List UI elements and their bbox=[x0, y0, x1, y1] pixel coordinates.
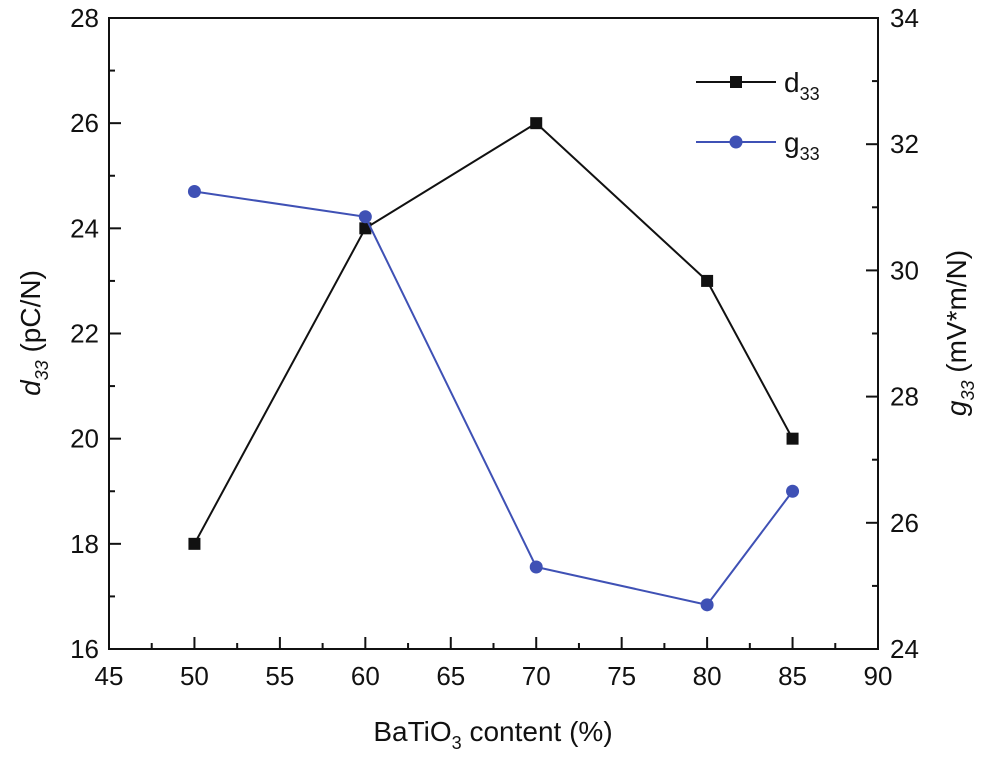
x-axis-title: BaTiO3 content (%) bbox=[373, 716, 612, 753]
y-right-tick-label: 24 bbox=[890, 634, 919, 664]
y-left-tick-label: 20 bbox=[70, 424, 99, 454]
y-axis-left-title: d33 (pC/N) bbox=[15, 270, 52, 396]
y-right-tick-label: 30 bbox=[890, 255, 919, 285]
x-tick-label: 80 bbox=[693, 661, 722, 691]
data-point-g33 bbox=[358, 210, 372, 224]
y-right-tick-label: 34 bbox=[890, 3, 919, 33]
data-point-g33 bbox=[187, 185, 201, 199]
legend-label-g33: g33 bbox=[784, 127, 820, 164]
y-left-tick-label: 18 bbox=[70, 529, 99, 559]
ticks-layer: 45 50 55 60 65 70 75 80 85 90 16 18 20 22 24 26 28 24 26 28… bbox=[70, 3, 919, 691]
y-axis-right-title: g33 (mV*m/N) bbox=[941, 250, 978, 416]
data-point-g33 bbox=[700, 598, 714, 612]
x-tick-label: 50 bbox=[180, 661, 209, 691]
y-left-tick-label: 26 bbox=[70, 108, 99, 138]
y-right-tick-label: 28 bbox=[890, 382, 919, 412]
data-point-d33 bbox=[701, 274, 714, 287]
x-tick-label: 65 bbox=[436, 661, 465, 691]
data-point-d33 bbox=[188, 537, 201, 550]
x-tick-label: 75 bbox=[607, 661, 636, 691]
legend-marker-d33 bbox=[730, 76, 742, 88]
data-point-d33 bbox=[786, 432, 799, 445]
y-right-tick-label: 32 bbox=[890, 129, 919, 159]
y-left-tick-label: 16 bbox=[70, 634, 99, 664]
data-point-d33 bbox=[359, 222, 372, 235]
data-point-d33 bbox=[530, 117, 543, 130]
legend-marker-g33 bbox=[729, 135, 743, 149]
x-tick-label: 60 bbox=[351, 661, 380, 691]
y-left-tick-label: 28 bbox=[70, 3, 99, 33]
data-point-g33 bbox=[786, 484, 800, 498]
x-tick-label: 85 bbox=[778, 661, 807, 691]
legend: d33 g33 bbox=[696, 67, 820, 164]
series-layer bbox=[187, 117, 800, 612]
x-tick-label: 55 bbox=[265, 661, 294, 691]
legend-label-d33: d33 bbox=[784, 67, 820, 104]
x-tick-label: 45 bbox=[95, 661, 124, 691]
x-tick-label: 90 bbox=[864, 661, 893, 691]
y-left-tick-label: 24 bbox=[70, 213, 99, 243]
x-tick-label: 70 bbox=[522, 661, 551, 691]
y-left-tick-label: 22 bbox=[70, 319, 99, 349]
data-point-g33 bbox=[529, 560, 543, 574]
series-line-g33 bbox=[194, 190, 794, 606]
plot-frame bbox=[108, 17, 879, 650]
y-right-tick-label: 26 bbox=[890, 508, 919, 538]
